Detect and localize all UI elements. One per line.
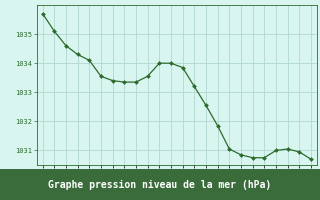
- Text: Graphe pression niveau de la mer (hPa): Graphe pression niveau de la mer (hPa): [48, 179, 272, 190]
